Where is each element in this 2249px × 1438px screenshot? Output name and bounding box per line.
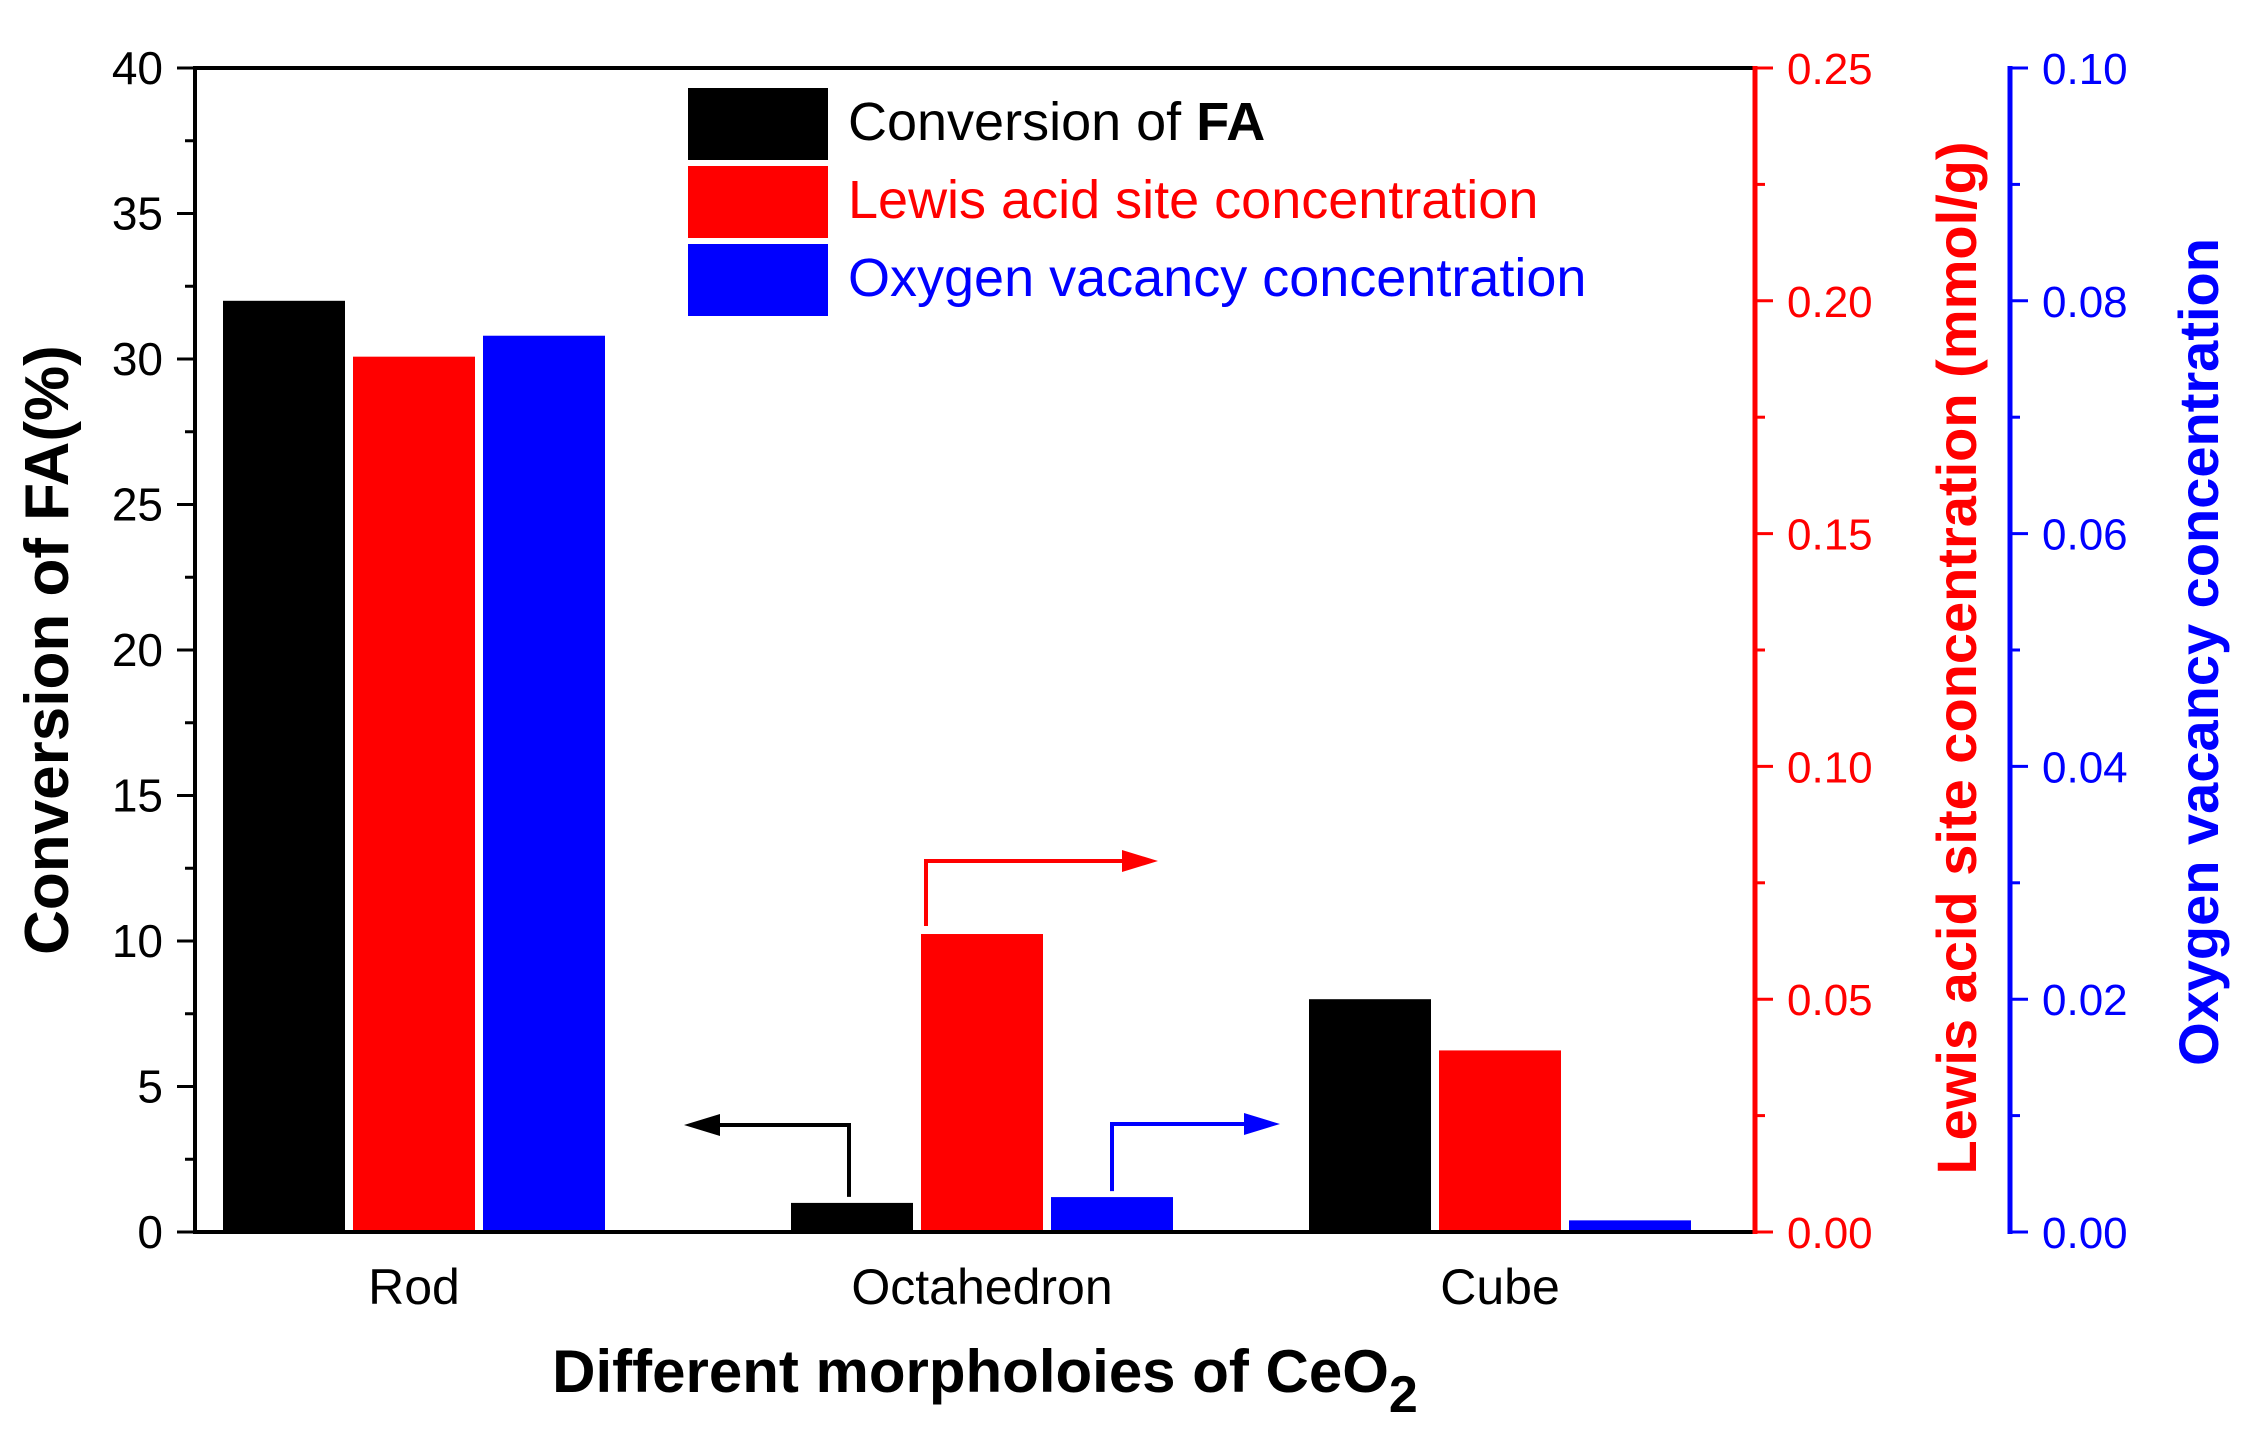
left-tick-label: 35 <box>112 188 163 240</box>
red-axis-title: Lewis acid site concentration (mmol/g) <box>1925 141 1988 1174</box>
red-tick-label: 0.00 <box>1787 1209 1873 1258</box>
red-tick-label: 0.15 <box>1787 511 1873 560</box>
x-tick-label-octahedron: Octahedron <box>851 1259 1112 1315</box>
blue-tick-label: 0.02 <box>2042 976 2128 1025</box>
blue-tick-label: 0.06 <box>2042 511 2128 560</box>
red-tick-label: 0.10 <box>1787 743 1873 792</box>
arrow-blue-head <box>1244 1113 1280 1135</box>
left-tick-label: 15 <box>112 770 163 822</box>
left-tick-label: 5 <box>137 1061 163 1113</box>
bar-conversion-of-fa-cube <box>1309 999 1431 1232</box>
bar-conversion-of-fa-octahedron <box>791 1202 913 1232</box>
blue-tick-label: 0.08 <box>2042 278 2128 327</box>
bar-oxygen-vacancy-concentration-cube <box>1569 1220 1691 1232</box>
blue-tick-label: 0.04 <box>2042 743 2128 792</box>
blue-tick-label: 0.00 <box>2042 1209 2128 1258</box>
red-tick-label: 0.25 <box>1787 45 1873 94</box>
red-tick-label: 0.05 <box>1787 976 1873 1025</box>
x-tick-label-rod: Rod <box>368 1259 460 1315</box>
legend-label-part: Conversion of <box>848 92 1196 152</box>
arrow-black-line <box>700 1123 851 1197</box>
legend-label-bold-part: FA <box>1196 92 1265 152</box>
x-tick-label-cube: Cube <box>1440 1259 1560 1315</box>
left-tick-label: 40 <box>112 42 163 94</box>
arrow-blue-line <box>1110 1122 1262 1192</box>
bar-lewis-acid-site-concentration-cube <box>1439 1050 1561 1232</box>
arrow-black-head <box>684 1114 720 1136</box>
x-axis-title-subscript: 2 <box>1389 1366 1418 1424</box>
blue-tick-label: 0.10 <box>2042 45 2128 94</box>
legend-swatch-1 <box>688 166 828 238</box>
legend-label-0: Conversion of FA <box>848 92 1265 152</box>
blue-axis-title: Oxygen vacancy concentration <box>2167 238 2230 1066</box>
arrow-red-head <box>1122 850 1158 872</box>
bar-lewis-acid-site-concentration-rod <box>353 356 475 1232</box>
bar-lewis-acid-site-concentration-octahedron <box>921 934 1043 1232</box>
legend-label-1: Lewis acid site concentration <box>848 170 1538 230</box>
legend-label-2: Oxygen vacancy concentration <box>848 248 1586 308</box>
left-axis-title: Conversion of FA(%) <box>13 345 82 955</box>
left-tick-label: 25 <box>112 479 163 531</box>
bar-oxygen-vacancy-concentration-octahedron <box>1051 1197 1173 1232</box>
left-tick-label: 20 <box>112 624 163 676</box>
red-tick-label: 0.20 <box>1787 278 1873 327</box>
bar-oxygen-vacancy-concentration-rod <box>483 335 605 1233</box>
legend-swatch-0 <box>688 88 828 160</box>
arrow-red-line <box>924 859 1140 927</box>
legend-swatch-2 <box>688 244 828 316</box>
x-axis-title: Different morpholoies of CeO2 <box>552 1338 1418 1424</box>
left-tick-label: 30 <box>112 333 163 385</box>
bar-conversion-of-fa-rod <box>223 300 345 1232</box>
left-tick-label: 0 <box>137 1206 163 1258</box>
left-tick-label: 10 <box>112 915 163 967</box>
